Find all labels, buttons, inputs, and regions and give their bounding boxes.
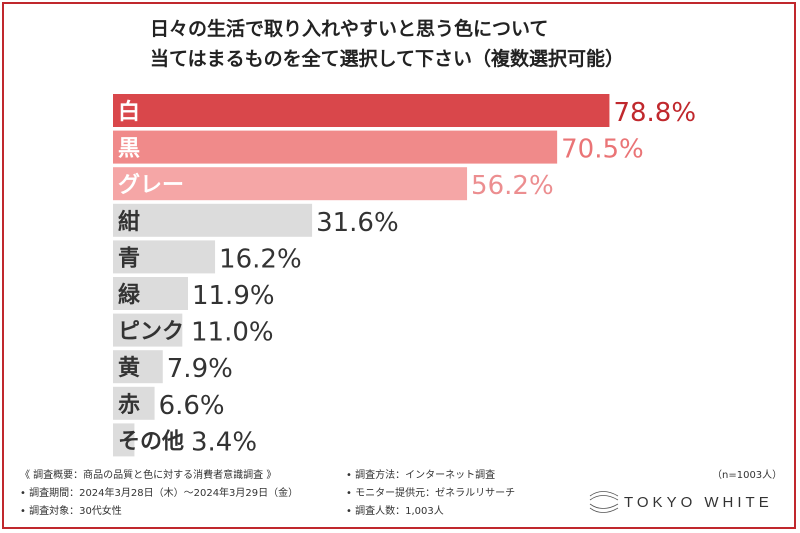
category-label: ピンク [118, 320, 184, 345]
bar [113, 313, 183, 347]
footer-survey-title: 《 調査概要：商品の品質と色に対する消費者意識調査 》 [20, 470, 277, 481]
category-label: 白 [118, 99, 140, 125]
logo-text: TOKYO WHITE [624, 494, 773, 511]
bar [113, 240, 216, 274]
category-label: グレー [118, 172, 184, 198]
bar [113, 167, 468, 201]
footer-survey-method: • 調査方法：インターネット調査 [346, 470, 496, 481]
value-label: 56.2% [471, 171, 554, 201]
value-label: 16.2% [219, 244, 302, 274]
value-label: 6.6% [159, 391, 225, 421]
bar [113, 350, 163, 384]
value-label: 78.8% [613, 98, 696, 128]
bar [113, 203, 313, 237]
value-label: 7.9% [167, 354, 233, 384]
category-label: 青 [118, 246, 140, 271]
brand-logo: TOKYO WHITE [588, 486, 788, 516]
category-label: 黄 [118, 356, 140, 381]
value-label: 3.4% [191, 427, 257, 457]
bar [113, 423, 135, 457]
category-label: 黒 [118, 137, 140, 162]
bar [113, 386, 155, 420]
sample-size-label: （n=1003人） [712, 470, 783, 481]
value-label: 11.9% [192, 281, 275, 311]
value-label: 70.5% [561, 135, 644, 165]
footer-monitor-provider: • モニター提供元：ゼネラルリサーチ [346, 488, 516, 499]
title-line-1: 日々の生活で取り入れやすいと思う色について [150, 18, 549, 40]
value-label: 31.6% [316, 208, 399, 238]
footer-survey-target: • 調査対象：30代女性 [20, 506, 122, 517]
footer-survey-period: • 調査期間：2024年3月28日（木）〜2024年3月29日（金） [20, 488, 299, 499]
tokyo-white-logo-icon [589, 491, 619, 513]
value-label: 11.0% [191, 318, 274, 348]
footer-survey-count: • 調査人数：1,003人 [346, 506, 444, 517]
category-label: 紺 [118, 209, 140, 235]
bar [113, 130, 558, 164]
category-label: 緑 [118, 282, 141, 308]
bar [113, 94, 610, 127]
category-label: 赤 [118, 393, 140, 418]
title-line-2: 当てはまるものを全て選択して下さい（複数選択可能） [150, 48, 625, 70]
category-label: その他 [118, 429, 184, 454]
bar [113, 277, 188, 310]
chart-title: 日々の生活で取り入れやすいと思う色について 当てはまるものを全て選択して下さい（… [150, 14, 750, 74]
